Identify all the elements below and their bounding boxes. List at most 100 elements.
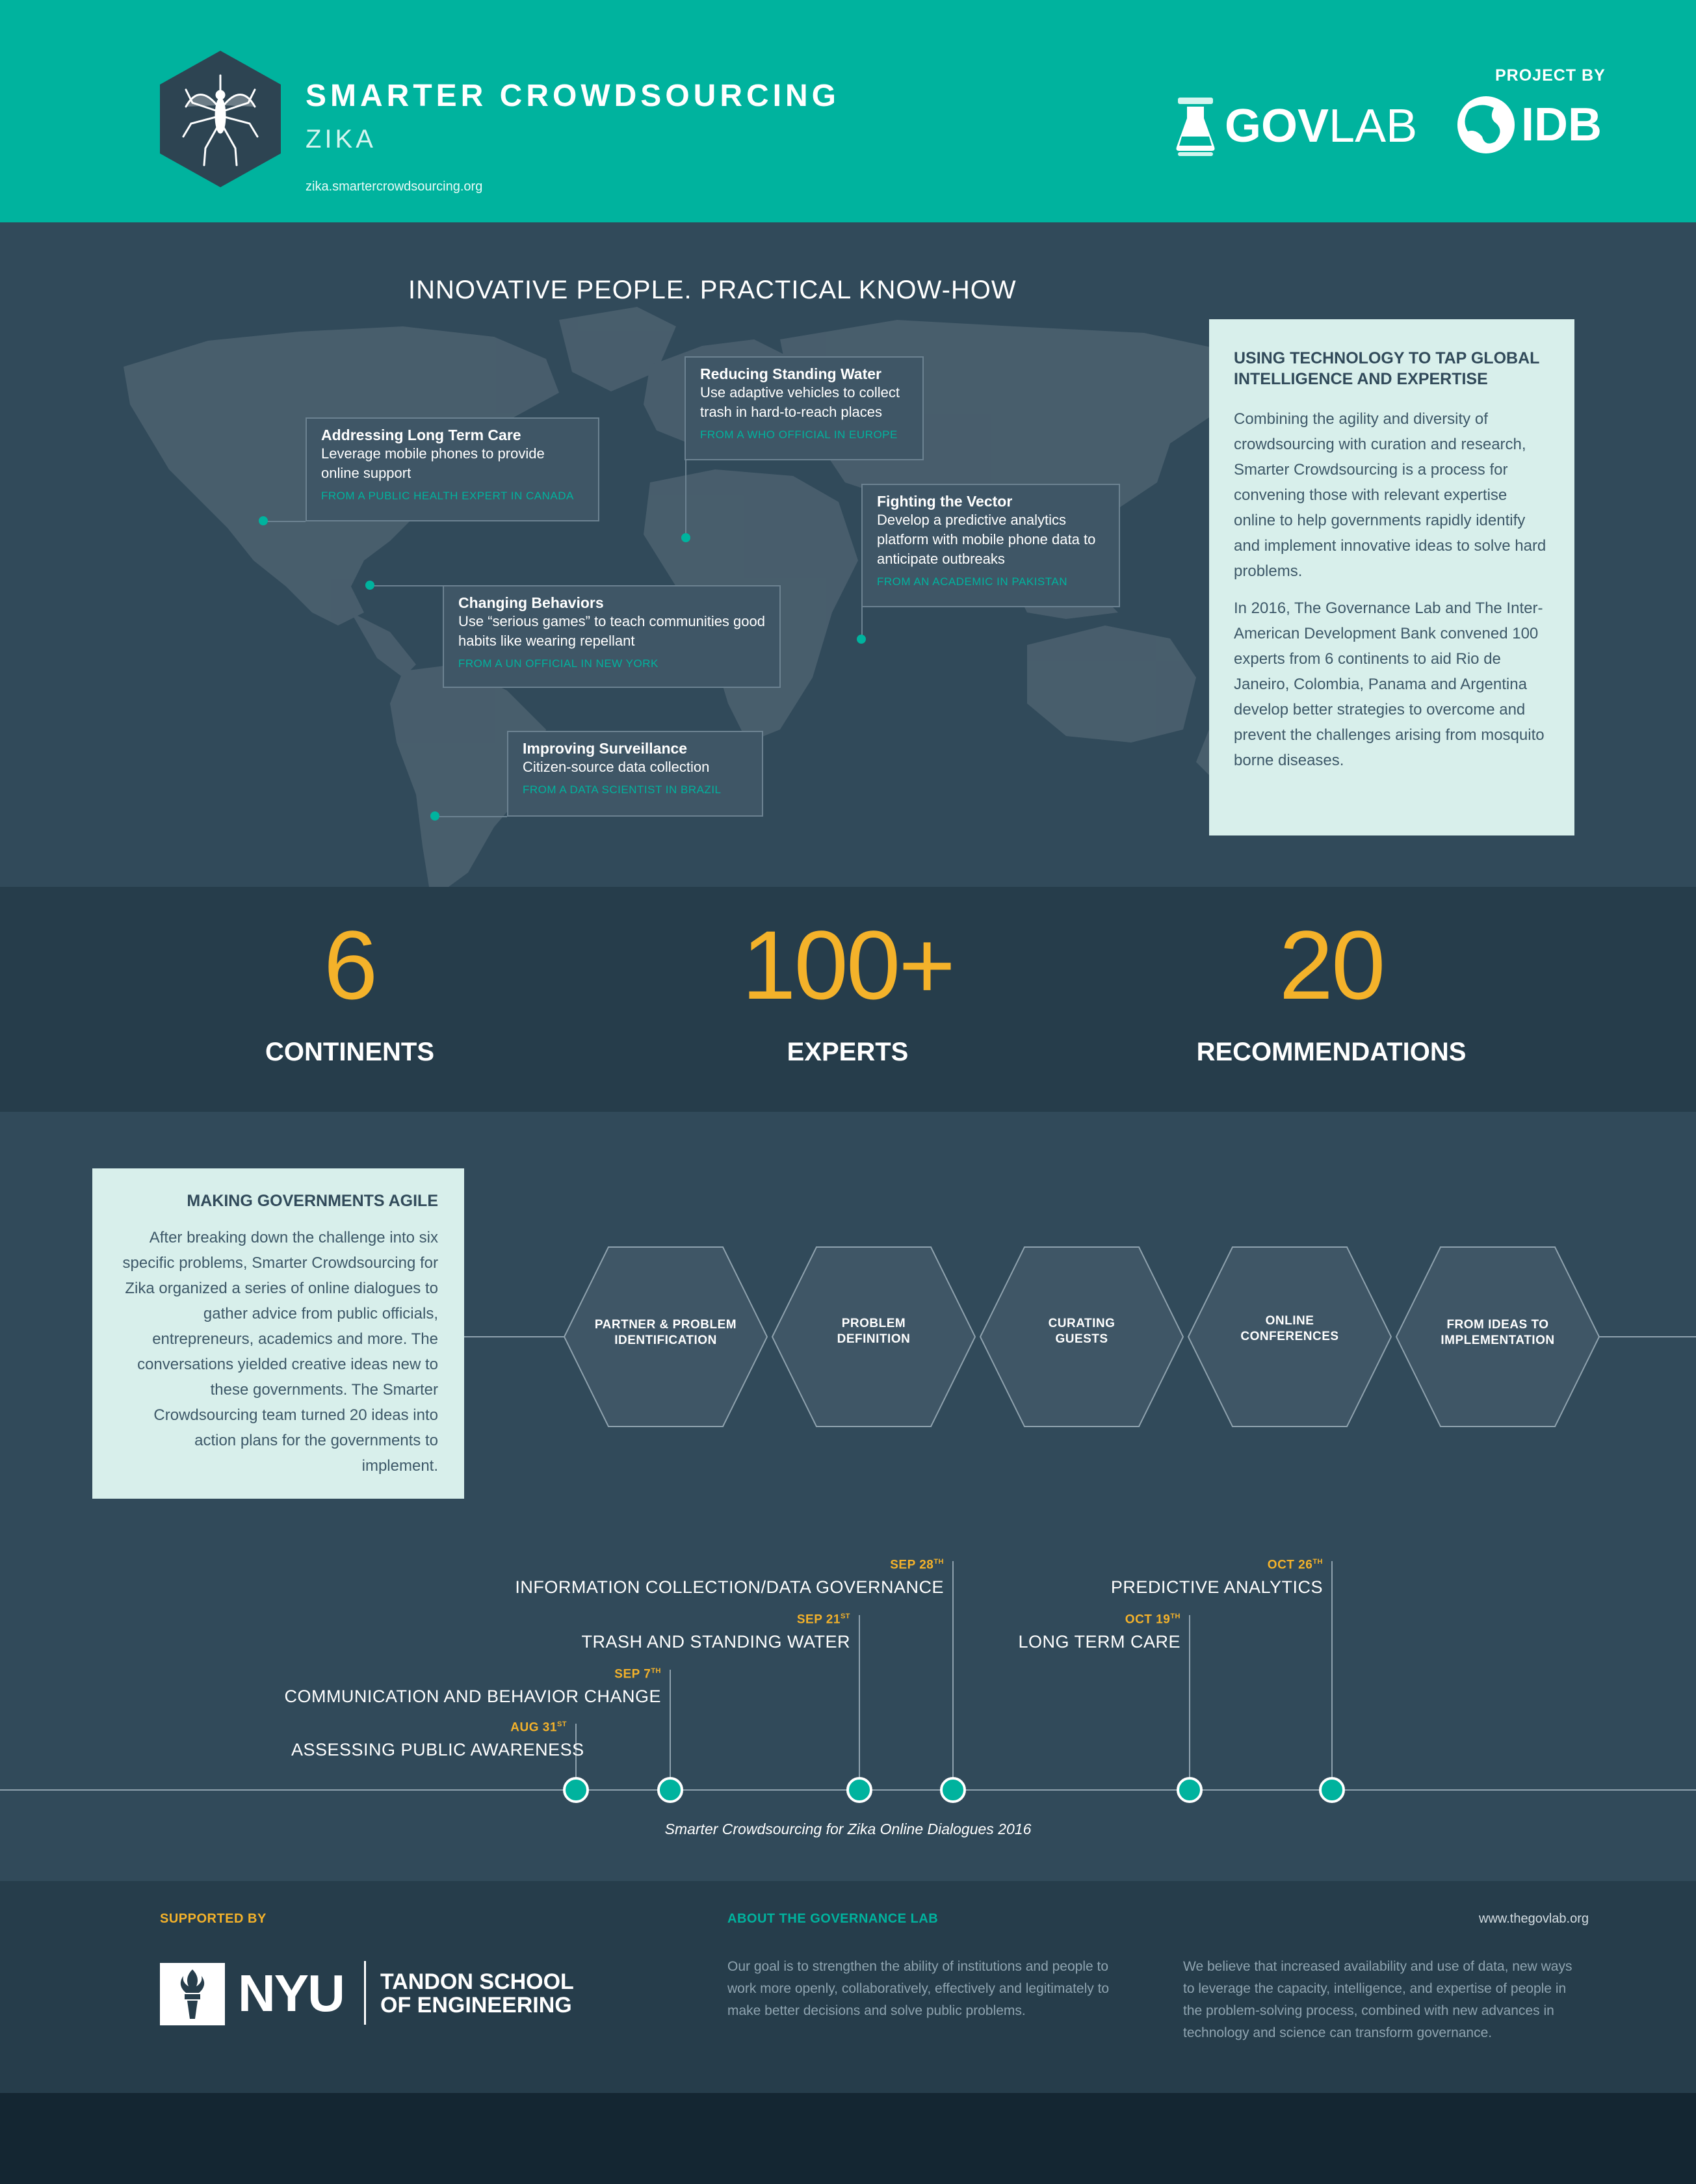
project-by-label: PROJECT BY (1495, 66, 1606, 85)
step-label-5: FROM IDEAS TO IMPLEMENTATION (1396, 1317, 1599, 1349)
nyu-text: NYU (238, 1964, 345, 2022)
stat-value-continents: 6 (323, 910, 378, 1020)
timeline-dot (657, 1777, 683, 1803)
tandon-line-1: TANDON SCHOOL (380, 1969, 574, 1994)
idea-card-fighting-vector: Fighting the Vector Develop a predictive… (861, 484, 1120, 607)
connector-line (685, 460, 686, 537)
timeline-caption: Smarter Crowdsourcing for Zika Online Di… (664, 1821, 1032, 1837)
bottom-bar (0, 2093, 1696, 2184)
timeline-dot (940, 1777, 966, 1803)
timeline-date-oct19: OCT 19TH (1125, 1612, 1181, 1627)
logo-divider (364, 1961, 366, 2025)
timeline-dot (563, 1777, 589, 1803)
card-source: FROM A UN OFFICIAL IN NEW YORK (458, 657, 659, 670)
timeline-title-predictive: PREDICTIVE ANALYTICS (1110, 1577, 1323, 1597)
step-2-line-2: DEFINITION (837, 1332, 911, 1346)
hex-step-4 (1187, 1246, 1392, 1427)
govlab-website-link[interactable]: www.thegovlab.org (1479, 1912, 1589, 1926)
card-source: FROM A WHO OFFICIAL IN EUROPE (700, 428, 898, 441)
connector-line (439, 816, 507, 817)
date-text: SEP 28 (890, 1558, 934, 1572)
step-3-line-1: CURATING (1048, 1317, 1115, 1330)
stat-value-recommendations: 20 (1279, 910, 1386, 1020)
card-source: FROM A PUBLIC HEALTH EXPERT IN CANADA (321, 490, 574, 502)
nyu-torch-logo (160, 1963, 225, 2025)
card-title: Fighting the Vector (877, 493, 1013, 510)
idea-card-long-term-care: Addressing Long Term Care Leverage mobil… (306, 417, 599, 521)
step-5-line-2: IMPLEMENTATION (1441, 1334, 1555, 1347)
header-banner (0, 0, 1696, 222)
about-govlab-title: ABOUT THE GOVERNANCE LAB (727, 1912, 939, 1926)
timeline-date-sep28: SEP 28TH (890, 1558, 944, 1572)
step-5-line-1: FROM IDEAS TO (1446, 1318, 1549, 1332)
stat-label-experts: EXPERTS (787, 1038, 909, 1066)
date-suffix: TH (1170, 1612, 1181, 1620)
flask-icon (1176, 98, 1215, 156)
stats-band (0, 887, 1696, 1112)
globe-icon (1457, 96, 1515, 153)
step-2-line-1: PROBLEM (841, 1317, 906, 1330)
date-text: SEP 7 (614, 1667, 651, 1681)
timeline-graphic (0, 1561, 1696, 1803)
agile-title: MAKING GOVERNMENTS AGILE (187, 1192, 438, 1210)
date-text: OCT 19 (1125, 1612, 1171, 1627)
agile-box: MAKING GOVERNMENTS AGILE After breaking … (92, 1168, 464, 1499)
map-pin-europe (681, 533, 690, 542)
govlab-bold: GOV (1225, 100, 1329, 152)
card-description: Use adaptive vehicles to collect trash i… (700, 384, 900, 420)
supported-by-label: SUPPORTED BY (160, 1912, 267, 1926)
date-text: OCT 26 (1267, 1558, 1313, 1572)
info-title: USING TECHNOLOGY TO TAP GLOBAL INTELLIGE… (1234, 349, 1539, 388)
site-url-link[interactable]: zika.smartercrowdsourcing.org (306, 179, 483, 194)
timeline-dot (1177, 1777, 1203, 1803)
agile-text: After breaking down the challenge into s… (122, 1229, 439, 1475)
idea-card-changing-behaviors: Changing Behaviors Use “serious games” t… (443, 585, 781, 688)
hex-step-5 (1395, 1246, 1600, 1427)
govlab-light: LAB (1329, 100, 1418, 152)
card-description: Develop a predictive analytics platform … (877, 512, 1096, 567)
step-label-1: PARTNER & PROBLEM IDENTIFICATION (564, 1317, 767, 1349)
card-title: Addressing Long Term Care (321, 427, 521, 443)
timeline-title-long-term-care: LONG TERM CARE (1018, 1632, 1181, 1651)
timeline-date-sep21: SEP 21ST (797, 1612, 850, 1627)
about-govlab-text: Our goal is to strengthen the ability of… (727, 1959, 1110, 2018)
torch-icon (180, 1969, 205, 2019)
connector-line (264, 521, 306, 522)
govlab-logo: GOVLAB (1175, 96, 1417, 156)
map-pin-new-york (365, 581, 374, 590)
idea-card-surveillance: Improving Surveillance Citizen-source da… (507, 731, 763, 817)
step-label-3: CURATING GUESTS (980, 1316, 1183, 1347)
timeline-date-sep7: SEP 7TH (614, 1667, 661, 1681)
footer (0, 1881, 1696, 2093)
date-suffix: ST (840, 1612, 850, 1620)
hex-step-3 (979, 1246, 1184, 1427)
card-source: FROM A DATA SCIENTIST IN BRAZIL (523, 783, 722, 796)
step-1-line-2: IDENTIFICATION (614, 1334, 717, 1347)
card-description: Leverage mobile phones to provide online… (321, 445, 545, 481)
map-pin-pakistan (857, 635, 866, 644)
stat-label-recommendations: RECOMMENDATIONS (1196, 1038, 1467, 1066)
stat-label-continents: CONTINENTS (265, 1038, 434, 1066)
step-4-line-1: ONLINE (1265, 1314, 1314, 1328)
card-title: Reducing Standing Water (700, 365, 881, 382)
connector-line (861, 607, 863, 640)
step-label-4: ONLINE CONFERENCES (1188, 1313, 1391, 1345)
process-hexagons (464, 1246, 1696, 1427)
timeline-title-public-awareness: ASSESSING PUBLIC AWARENESS (291, 1740, 584, 1759)
step-1-line-1: PARTNER & PROBLEM (594, 1318, 737, 1332)
tandon-text: TANDON SCHOOL OF ENGINEERING (380, 1970, 574, 2017)
mosquito-hexagon-logo (160, 51, 281, 187)
card-description: Use “serious games” to teach communities… (458, 613, 765, 649)
tandon-line-2: OF ENGINEERING (380, 1993, 572, 2018)
app-title: SMARTER CROWDSOURCING (306, 79, 840, 113)
idb-text: IDB (1521, 99, 1602, 151)
card-title: Improving Surveillance (523, 740, 688, 757)
date-suffix: TH (933, 1558, 944, 1566)
info-paragraph-1: Combining the agility and diversity of c… (1234, 410, 1546, 580)
timeline-date-oct26: OCT 26TH (1268, 1558, 1323, 1572)
date-suffix: TH (651, 1667, 661, 1675)
card-source: FROM AN ACADEMIC IN PAKISTAN (877, 575, 1067, 588)
hex-step-1 (563, 1246, 768, 1427)
idb-logo: IDB (1456, 95, 1602, 155)
step-3-line-2: GUESTS (1055, 1332, 1108, 1346)
